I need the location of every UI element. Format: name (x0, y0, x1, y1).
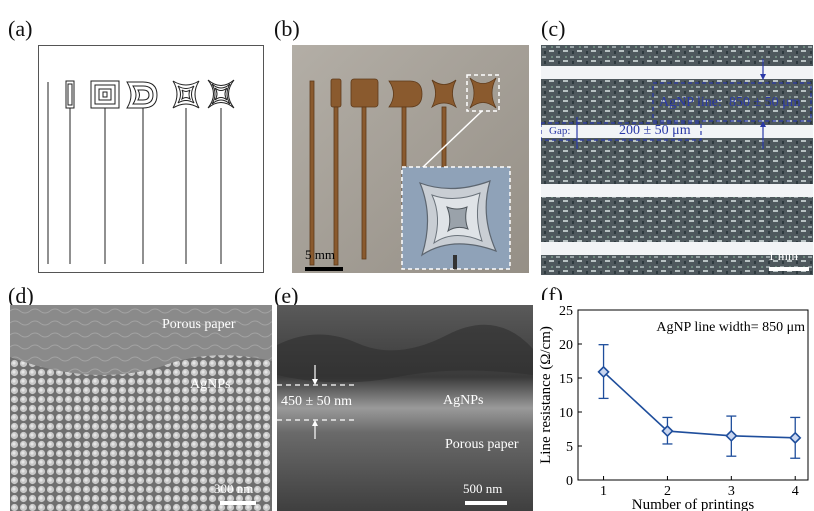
panel-d-agnps-label: AgNPs (190, 377, 231, 392)
agnp-line-value: 850 ± 50 μm (729, 95, 801, 110)
x-tick-label: 1 (600, 484, 607, 499)
panel-label-c: (c) (541, 16, 566, 41)
x-tick-label: 2 (664, 484, 671, 499)
data-point (597, 365, 610, 379)
panel-label-a: (a) (8, 16, 33, 41)
y-tick-label: 25 (559, 304, 573, 319)
series-line (603, 371, 796, 439)
y-axis-label: Line resistance (Ω/cm) (538, 326, 554, 464)
agnp-sem-topview (10, 305, 272, 511)
y-tick-label: 5 (566, 440, 573, 455)
panel-c-scale-label: 1 mm (768, 248, 798, 263)
panel-d-porous-paper-label: Porous paper (162, 317, 236, 332)
gap-label: Gap: (549, 125, 571, 137)
x-tick-label: 4 (792, 484, 799, 499)
gap-value: 200 ± 50 μm (619, 123, 691, 138)
panel-f-chart: 0 5 10 15 20 25 1 2 3 4 Number of printings Line re… (536, 300, 814, 511)
electrode-schematic-drawing (47, 79, 235, 264)
y-tick-label: 15 (559, 372, 573, 387)
agnp-lines-micrograph (541, 45, 813, 275)
panel-b-scale-label: 5 mm (305, 247, 335, 262)
panel-c-micrograph: AgNP line: 850 ± 50 μm Gap: 200 ± 50 μm … (541, 45, 813, 275)
x-axis-label: Number of printings (632, 497, 755, 511)
data-point (725, 429, 738, 442)
y-tick-label: 20 (559, 338, 573, 353)
panel-label-d: (d) (8, 283, 34, 308)
y-tick-label: 10 (559, 406, 573, 421)
panel-e-porous-paper-label: Porous paper (445, 437, 519, 452)
panel-d-scale-label: 300 nm (214, 481, 254, 496)
panel-e-scale-label: 500 nm (463, 481, 503, 496)
panel-label-e: (e) (274, 283, 299, 308)
panel-a-schematic (38, 45, 264, 273)
chart-annotation: AgNP line width= 850 μm (656, 320, 805, 335)
plot-frame (577, 309, 809, 481)
agnp-line-label: AgNP line: (659, 95, 722, 110)
y-tick-label: 0 (566, 474, 573, 489)
panel-e-sem: 450 ± 50 nm AgNPs Porous paper 500 nm (277, 305, 533, 511)
panel-d-sem: Porous paper AgNPs 300 nm (10, 305, 272, 511)
panel-b-photo: 5 mm (292, 45, 529, 273)
x-tick-label: 3 (728, 484, 735, 499)
data-point (661, 424, 674, 438)
data-point (789, 431, 802, 444)
line-resistance-chart: 0 5 10 15 20 25 1 2 3 4 Number of printings Line re… (538, 304, 809, 511)
panel-label-b: (b) (274, 16, 300, 41)
thickness-label: 450 ± 50 nm (281, 394, 353, 409)
panel-e-agnps-label: AgNPs (443, 393, 484, 408)
printed-electrodes-photo (292, 45, 529, 273)
agnp-sem-crosssection (277, 305, 533, 511)
